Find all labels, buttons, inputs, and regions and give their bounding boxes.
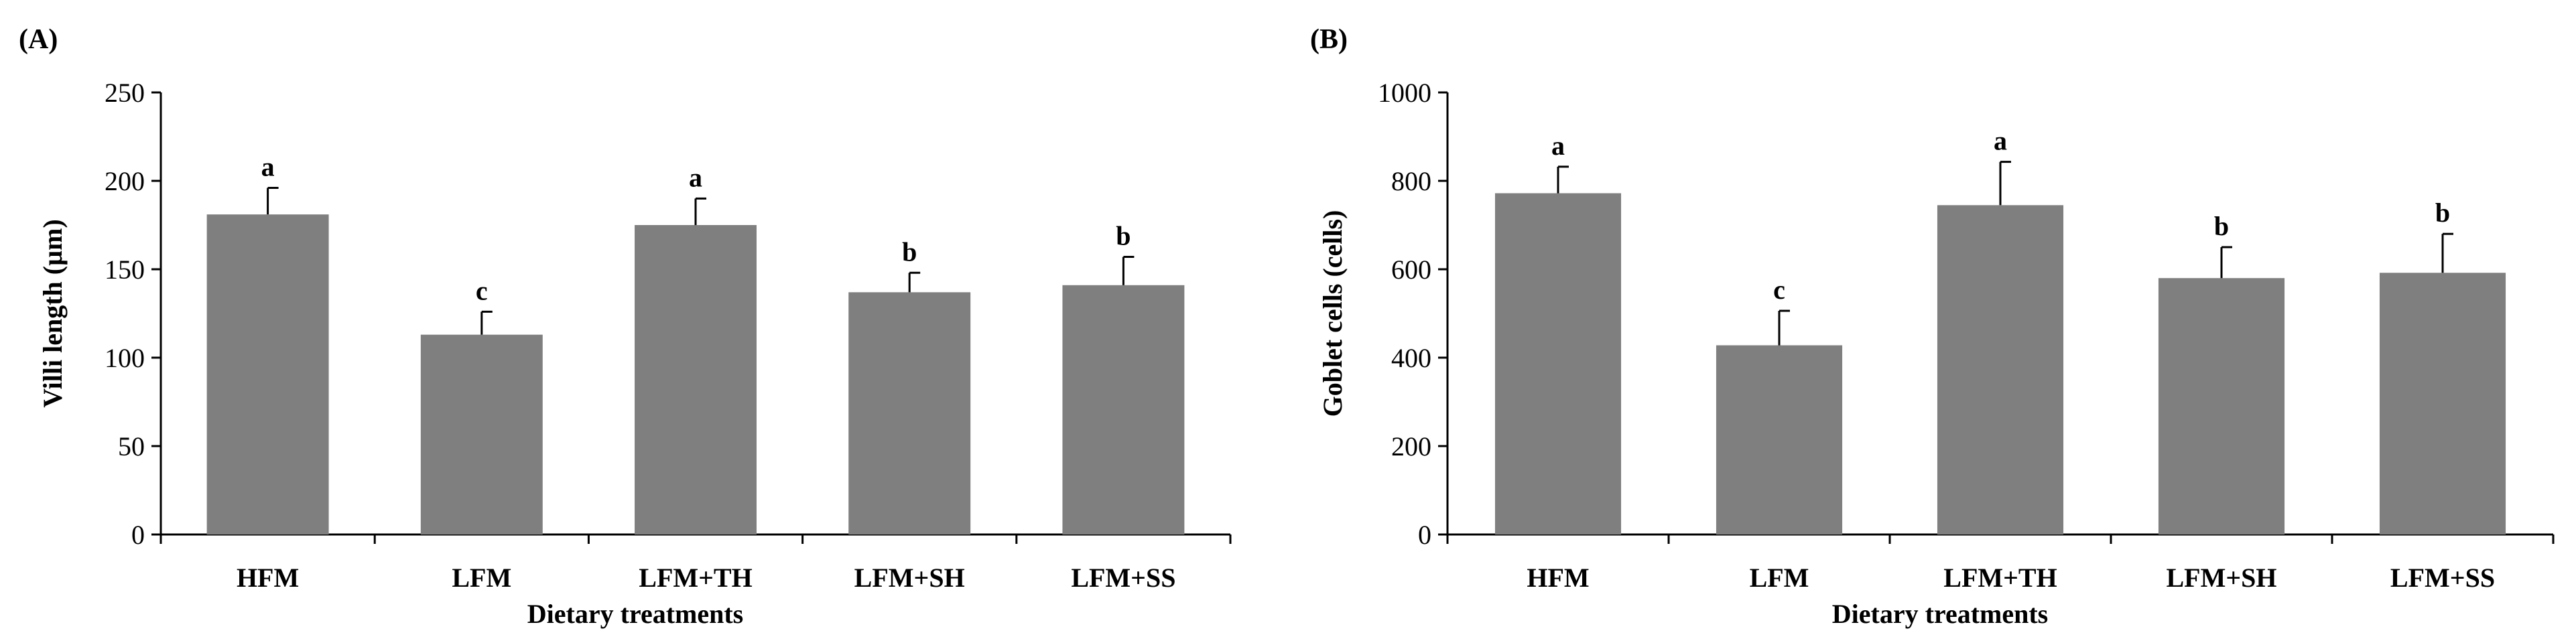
x-tick-label: LFM+SH [854,563,965,593]
y-tick-label: 600 [1391,255,1431,285]
significance-label: b [902,236,917,267]
y-axis-title: Goblet cells (cells) [1317,210,1348,417]
x-tick-label: HFM [1527,563,1589,593]
y-tick-label: 400 [1391,343,1431,373]
y-tick-label: 50 [118,431,145,461]
y-tick-label: 0 [1418,520,1431,550]
bar-lfm [420,334,543,534]
y-tick-label: 800 [1391,166,1431,196]
x-axis-title: Dietary treatments [1832,599,2048,629]
significance-label: a [689,162,702,192]
x-tick-label: LFM+TH [1943,563,2057,593]
bar-hfm [1494,193,1622,534]
bar-lfm-th [635,225,757,534]
chart-panel-b: (B) 0 200 400 600 800 1000 a HFM c LFM a LFM+TH b LFM+… [1310,24,2555,629]
x-tick-label: LFM+SS [2390,563,2495,593]
bar-hfm [206,214,329,534]
significance-label: c [476,275,488,305]
y-tick-label: 0 [131,520,145,550]
y-tick-label: 100 [105,343,145,373]
x-tick-label: HFM [237,563,299,593]
x-tick-label: LFM+TH [639,563,752,593]
x-tick-label: LFM+SH [2166,563,2276,593]
y-tick-label: 200 [105,166,145,196]
x-tick-label: LFM [452,563,511,593]
panel-label: (A) [19,24,58,55]
significance-label: c [1773,275,1785,305]
y-tick-label: 200 [1391,431,1431,461]
bar-lfm-sh [2158,278,2285,534]
y-tick-label: 150 [105,255,145,285]
significance-label: a [1994,126,2007,156]
significance-label: b [2435,198,2450,228]
significance-label: a [261,152,275,182]
y-tick-label: 1000 [1378,78,1431,108]
y-axis-title: Villi length (µm) [38,219,68,408]
significance-label: b [1116,221,1131,251]
bar-lfm-ss [2379,273,2506,534]
significance-label: b [2214,211,2229,241]
chart-panel-a: (A) 0 50 100 150 200 250 a HFM c LFM a LFM+TH b LFM+SH… [19,24,1232,629]
x-tick-label: LFM+SS [1071,563,1175,593]
bar-lfm-ss [1062,285,1185,534]
x-axis-title: Dietary treatments [527,599,743,629]
bar-lfm-th [1937,205,2064,534]
significance-label: a [1551,131,1565,161]
panel-label: (B) [1310,24,1348,55]
y-tick-label: 250 [105,78,145,108]
bar-lfm-sh [848,292,971,534]
x-tick-label: LFM [1750,563,1809,593]
bar-lfm [1716,345,1843,534]
